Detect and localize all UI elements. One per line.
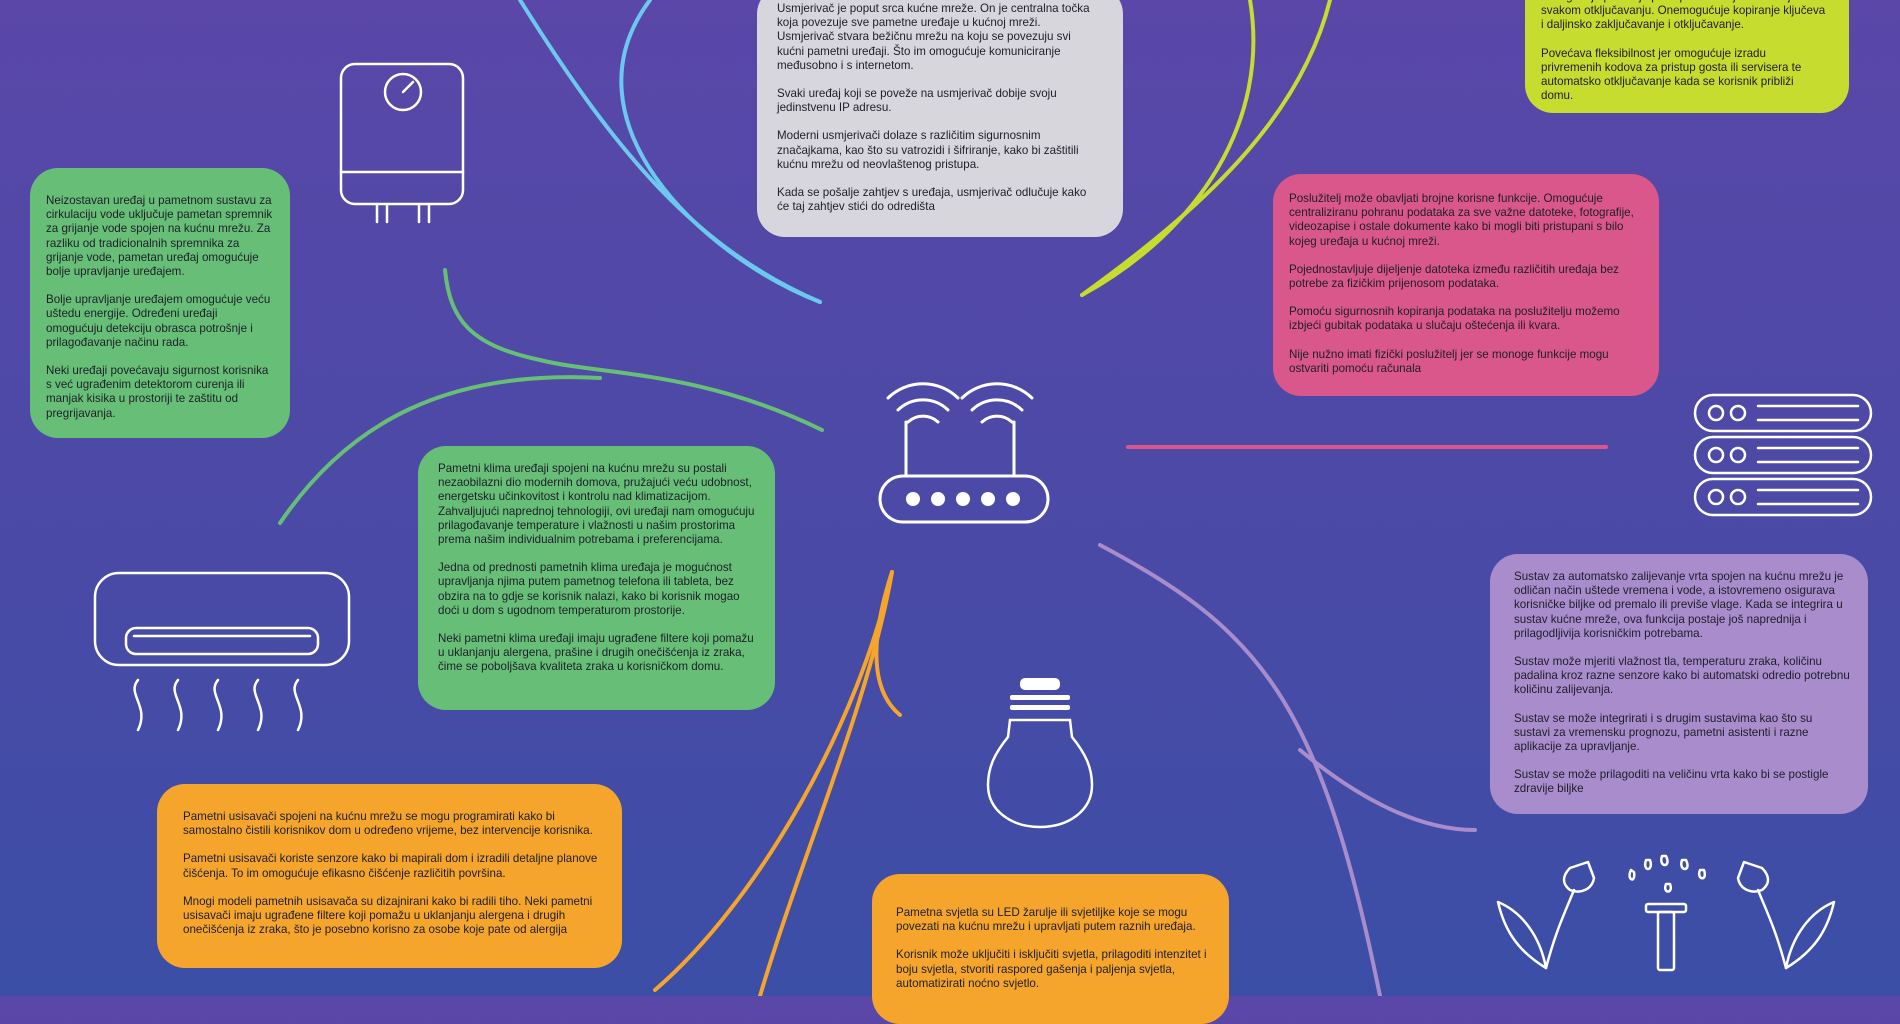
connector-ac — [278, 375, 602, 525]
card-paragraph: Neki uređaji povećavaju sigurnost korisn… — [46, 364, 269, 420]
smart-lock-info-card: Omogućuje praćenje pristupa i vođenje ev… — [1525, 0, 1849, 113]
air-conditioner-icon — [93, 571, 351, 732]
card-paragraph: Sustav za automatsko zalijevanje vrta sp… — [1514, 570, 1844, 640]
water-heater-icon — [339, 62, 465, 224]
connector-vacuum — [653, 570, 894, 992]
card-paragraph: Pametni usisavači koriste senzore kako b… — [183, 852, 598, 880]
card-paragraph: Pametni usisavači spojeni na kućnu mrežu… — [183, 810, 593, 838]
router-info-card: Usmjerivač je poput srca kućne mreže. On… — [757, 0, 1123, 237]
card-paragraph: Mnogi modeli pametnih usisavača su dizaj… — [183, 894, 593, 937]
card-paragraph: Pametni klima uređaji spojeni na kućnu m… — [438, 462, 755, 547]
wifi-router-icon — [878, 382, 1050, 524]
card-paragraph: Bolje upravljanje uređajem omogućuje već… — [46, 293, 271, 349]
connector-lines — [278, 0, 1608, 996]
card-paragraph: Svaki uređaj koji se poveže na usmjeriva… — [777, 87, 1057, 115]
connector-lock-2 — [1080, 0, 1256, 297]
card-paragraph: Moderni usmjerivači dolaze s različitim … — [777, 129, 1079, 171]
card-paragraph: Sustav se može prilagoditi na veličinu v… — [1514, 768, 1829, 796]
card-paragraph: Korisnik može uključiti i isključiti svj… — [896, 948, 1207, 990]
water-heater-info-card: Neizostavan uređaj u pametnom sustavu za… — [30, 168, 290, 438]
server-rack-icon — [1693, 393, 1873, 517]
server-info-card: Poslužitelj može obavljati brojne korisn… — [1273, 174, 1659, 396]
card-paragraph: Usmjerivač je poput srca kućne mreže. On… — [777, 2, 1090, 72]
card-paragraph: Sustav se može integrirati i s drugim su… — [1514, 711, 1813, 754]
light-bulb-icon — [986, 678, 1094, 829]
connector-garden-2 — [1298, 748, 1477, 832]
air-conditioner-info-card: Pametni klima uređaji spojeni na kućnu m… — [418, 446, 775, 710]
card-paragraph: Pojednostavljuje dijeljenje datoteka izm… — [1289, 262, 1619, 291]
card-paragraph: Povećava fleksibilnost jer omogućuje izr… — [1541, 46, 1802, 103]
card-paragraph: Neizostavan uređaj u pametnom sustavu za… — [46, 194, 273, 279]
connector-lights-2 — [874, 570, 902, 717]
garden-watering-info-card: Sustav za automatsko zalijevanje vrta sp… — [1490, 554, 1868, 814]
card-paragraph: Nije nužno imati fizički poslužitelj jer… — [1289, 347, 1609, 375]
smart-lights-info-card: Pametna svjetla su LED žarulje ili svjet… — [872, 874, 1229, 1024]
card-paragraph: Sustav može mjeriti vlažnost tla, temper… — [1514, 655, 1850, 697]
card-paragraph: Pametna svjetla su LED žarulje ili svjet… — [896, 906, 1196, 934]
garden-sprinkler-icon — [1496, 854, 1836, 972]
card-paragraph: Poslužitelj može obavljati brojne korisn… — [1289, 192, 1634, 248]
card-paragraph: Neki pametni klima uređaji imaju ugrađen… — [438, 632, 754, 674]
card-paragraph: Omogućuje praćenje pristupa i vođenje ev… — [1541, 0, 1826, 32]
connector-router-card-2 — [619, 0, 822, 304]
vacuum-info-card: Pametni usisavači spojeni na kućnu mrežu… — [157, 784, 622, 968]
connector-boiler — [443, 268, 824, 432]
card-paragraph: Jedna od prednosti pametnih klima uređaj… — [438, 561, 740, 617]
card-paragraph: Kada se pošalje zahtjev s uređaja, usmje… — [777, 186, 1087, 214]
connector-garden — [1098, 543, 1382, 996]
connector-lock — [1080, 0, 1332, 297]
card-paragraph: Pomoću sigurnosnih kopiranja podataka na… — [1289, 305, 1620, 333]
